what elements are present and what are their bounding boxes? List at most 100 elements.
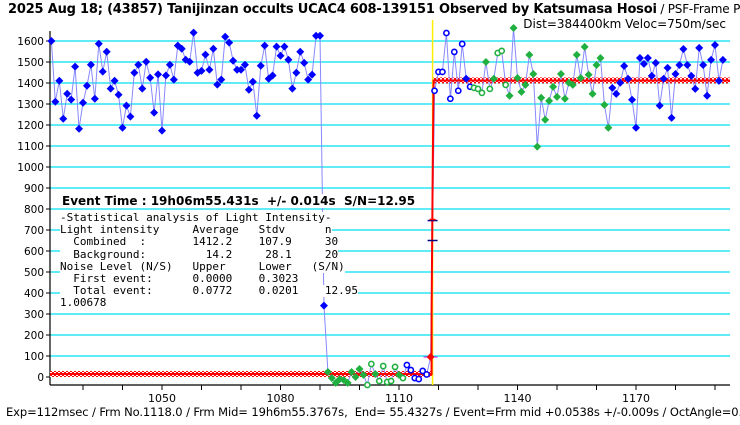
data-point (663, 63, 672, 72)
data-point (237, 65, 245, 74)
data-point (635, 54, 644, 63)
data-point (158, 126, 166, 135)
data-point (229, 56, 238, 65)
data-point (355, 365, 364, 374)
y-tick-label: 1600 (17, 36, 44, 48)
data-point (683, 60, 692, 69)
data-point (323, 367, 332, 376)
data-point (347, 367, 356, 376)
data-point (146, 73, 155, 82)
data-point (177, 44, 186, 53)
data-point (122, 101, 131, 110)
data-point (643, 54, 652, 63)
data-point (584, 70, 593, 79)
data-point (624, 74, 633, 83)
data-point (55, 76, 64, 85)
data-point (655, 101, 664, 110)
data-point (423, 371, 431, 378)
data-point (628, 95, 637, 104)
data-point (375, 377, 383, 385)
y-tick-label: 1500 (17, 57, 44, 69)
data-point (505, 91, 514, 100)
data-point (379, 362, 387, 370)
data-point (300, 58, 309, 67)
data-point (67, 95, 76, 104)
stats-line: 1.00678 (60, 296, 107, 310)
data-point (201, 50, 210, 59)
data-point (51, 97, 60, 106)
stats-line: Noise Level (N/S) Upper Lower (S/N) (60, 259, 345, 273)
data-point (525, 50, 534, 59)
stats-line: Background: 14.2 28.1 20 (60, 247, 339, 261)
data-point (47, 37, 56, 45)
data-point (407, 366, 415, 374)
data-point (446, 95, 454, 103)
data-point (110, 76, 119, 85)
data-point (371, 370, 380, 379)
data-point (568, 80, 577, 89)
data-point (458, 40, 466, 48)
data-point (651, 58, 660, 67)
data-point (450, 48, 458, 56)
y-tick-label: 500 (24, 267, 44, 279)
data-point (94, 39, 103, 48)
data-point (517, 87, 526, 96)
x-tick-label: 1080 (267, 392, 295, 405)
data-point (126, 112, 135, 121)
data-point (533, 142, 542, 151)
data-point (319, 301, 328, 310)
data-point (399, 374, 407, 382)
data-point (106, 84, 115, 93)
y-tick-label: 800 (24, 204, 44, 216)
data-point (489, 74, 498, 83)
x-tick-label: 1110 (385, 392, 413, 405)
data-point (545, 96, 554, 105)
data-point (90, 94, 99, 103)
data-point (537, 93, 546, 102)
data-point (639, 59, 648, 68)
data-point (521, 80, 530, 89)
data-point (288, 84, 297, 93)
data-point (620, 61, 629, 70)
data-point (296, 47, 305, 56)
data-point (442, 29, 450, 37)
data-point (387, 377, 395, 385)
data-point (431, 87, 438, 95)
y-tick-label: 1000 (17, 162, 44, 174)
data-point (478, 89, 486, 97)
y-tick-label: 900 (24, 183, 44, 195)
y-tick-label: 400 (24, 288, 44, 300)
x-tick-label: 1140 (504, 392, 532, 405)
data-point (240, 60, 249, 69)
data-point (553, 92, 561, 101)
data-point (699, 60, 708, 69)
data-point (474, 85, 482, 93)
data-point (154, 70, 163, 79)
data-point (718, 55, 727, 64)
data-point (248, 77, 257, 86)
data-point (462, 74, 471, 83)
data-point (691, 84, 700, 93)
data-point (71, 62, 80, 71)
data-point (142, 57, 151, 66)
data-point (707, 55, 716, 64)
stats-line: Light intensity Average Stdv n (60, 223, 332, 237)
data-point (150, 108, 159, 117)
data-point (415, 375, 423, 383)
data-point (363, 381, 371, 389)
data-point (419, 367, 427, 375)
data-point (572, 50, 581, 59)
data-point (114, 90, 123, 99)
data-point (252, 111, 261, 120)
data-point (304, 75, 313, 84)
data-point (604, 123, 613, 132)
data-point (79, 98, 87, 107)
data-point (327, 374, 336, 383)
data-point (209, 44, 218, 53)
y-tick-label: 100 (24, 351, 44, 363)
stats-line: -Statistical analysis of Light Intensity… (60, 211, 332, 225)
data-point (75, 124, 84, 133)
title-method: / PSF-Frame Photometry / (660, 2, 740, 16)
data-point (391, 363, 399, 371)
